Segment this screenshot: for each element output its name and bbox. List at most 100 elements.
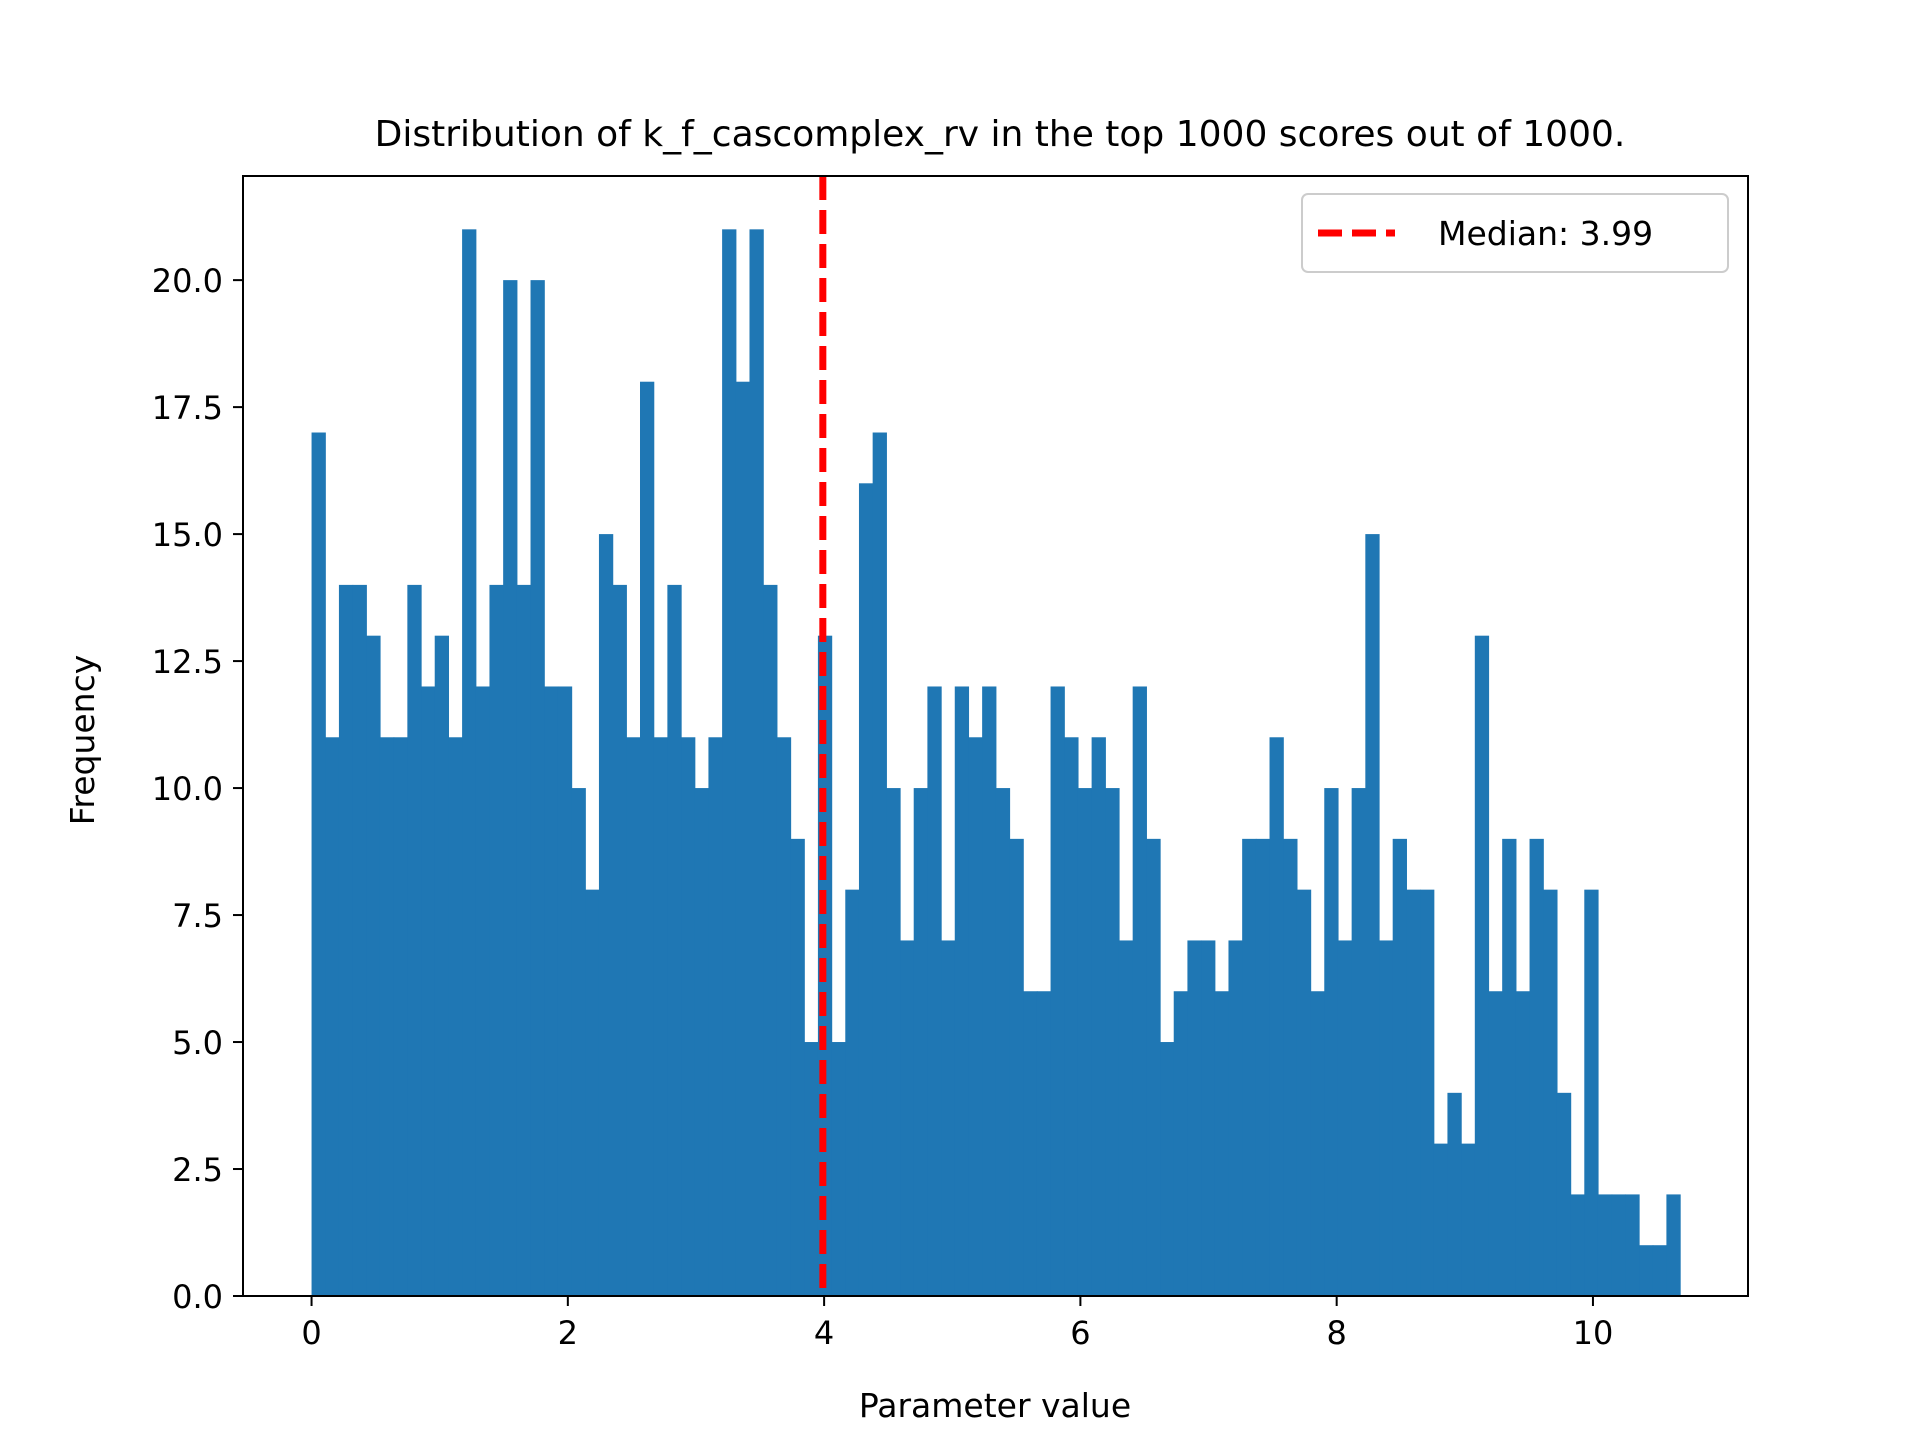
histogram-bar	[694, 788, 710, 1296]
y-tick-label: 12.5	[152, 643, 223, 681]
histogram-bar	[1625, 1194, 1640, 1296]
histogram-bar	[626, 737, 641, 1296]
y-tick-label: 7.5	[172, 897, 223, 935]
histogram-bar	[1597, 1194, 1613, 1296]
histogram-bar	[776, 737, 792, 1296]
histogram-bar	[1255, 838, 1271, 1296]
histogram-bar	[1639, 1245, 1654, 1296]
histogram-bar	[598, 534, 614, 1296]
histogram-bar	[1310, 991, 1325, 1296]
histogram-bar	[1611, 1194, 1626, 1296]
histogram-bar	[968, 737, 983, 1296]
histogram-bar	[544, 686, 559, 1296]
x-tick-label: 2	[558, 1314, 578, 1352]
histogram-bar	[1077, 788, 1093, 1296]
histogram-bar	[311, 432, 326, 1296]
histogram-bar	[1283, 838, 1298, 1296]
histogram-bar	[1543, 889, 1558, 1296]
histogram-bar	[1036, 991, 1052, 1296]
histogram-bar	[393, 737, 408, 1296]
histogram-bar	[1160, 1042, 1175, 1296]
histogram-bar	[585, 889, 600, 1296]
histogram-bar	[448, 737, 463, 1296]
histogram-bar	[325, 737, 340, 1296]
histogram-bar	[1392, 838, 1407, 1296]
histogram-bar	[1515, 991, 1531, 1296]
histogram-bar	[571, 788, 586, 1296]
histogram-bar	[407, 584, 422, 1296]
histogram-bar	[1433, 1143, 1449, 1296]
histogram-bar	[1365, 534, 1380, 1296]
histogram-bar	[831, 1042, 846, 1296]
histogram-bar	[1173, 991, 1189, 1296]
histogram-bar	[927, 686, 942, 1296]
histogram-bar	[1146, 838, 1161, 1296]
histogram-bar	[475, 686, 491, 1296]
histogram-bar	[1420, 889, 1435, 1296]
histogram-bar	[913, 788, 928, 1296]
y-tick-label: 2.5	[172, 1151, 223, 1189]
histogram-bar	[1488, 991, 1503, 1296]
x-axis-ticks: 0 2 4 6 8 10	[301, 1296, 1613, 1352]
histogram-bar	[1502, 838, 1517, 1296]
histogram-bar	[379, 737, 395, 1296]
histogram-bar	[1269, 737, 1284, 1296]
histogram-bar	[681, 737, 696, 1296]
histogram-bar	[338, 584, 354, 1296]
x-tick-label: 6	[1070, 1314, 1090, 1352]
histogram-bar	[1474, 635, 1490, 1296]
histogram-bar	[872, 432, 887, 1296]
histogram-bar	[1666, 1194, 1681, 1296]
histogram-bar	[1214, 991, 1230, 1296]
histogram-bar	[1132, 686, 1147, 1296]
histogram-bar	[352, 584, 367, 1296]
y-tick-label: 0.0	[172, 1278, 223, 1316]
x-tick-label: 10	[1573, 1314, 1614, 1352]
y-tick-label: 20.0	[152, 262, 223, 300]
x-tick-label: 8	[1326, 1314, 1346, 1352]
histogram-bar	[1050, 686, 1065, 1296]
histogram-bar	[982, 686, 997, 1296]
histogram-bar	[1228, 940, 1243, 1296]
histogram-bar	[941, 940, 956, 1296]
y-tick-label: 5.0	[172, 1024, 223, 1062]
legend-entry-median: Median: 3.99	[1438, 214, 1653, 253]
histogram-bar	[1105, 788, 1120, 1296]
histogram-bar	[1242, 838, 1257, 1296]
legend-box	[1301, 193, 1729, 273]
histogram-bar	[612, 584, 627, 1296]
histogram-bar	[462, 229, 477, 1296]
histogram-bar	[886, 788, 901, 1296]
histogram-bar	[1556, 1092, 1572, 1296]
chart-title: Distribution of k_f_cascomplex_rv in the…	[375, 114, 1626, 155]
x-tick-label: 4	[814, 1314, 834, 1352]
histogram-bar	[557, 686, 573, 1296]
histogram-bar	[1351, 788, 1366, 1296]
y-axis-ticks: 0.0 2.5 5.0 7.5 10.0 12.5 15.0 17.5 20.0	[152, 262, 243, 1316]
histogram-bar	[653, 737, 668, 1296]
histogram-bar	[995, 788, 1011, 1296]
histogram-bar	[667, 584, 682, 1296]
histogram-bar	[1023, 991, 1038, 1296]
histogram-bar	[1009, 838, 1024, 1296]
histogram-bar	[1064, 737, 1079, 1296]
histogram-bar	[1584, 889, 1599, 1296]
histogram-bar	[503, 280, 518, 1297]
histogram-bar	[434, 635, 450, 1296]
histogram-bar	[1447, 1092, 1462, 1296]
histogram-bar	[845, 889, 860, 1296]
histogram-bar	[858, 483, 874, 1296]
y-tick-label: 17.5	[152, 389, 223, 427]
y-axis-label: Frequency	[63, 655, 102, 825]
histogram-bar	[1118, 940, 1134, 1296]
histogram-bar	[489, 584, 504, 1296]
histogram-bar	[516, 584, 532, 1296]
histogram-bar	[1187, 940, 1202, 1296]
histogram-bar	[900, 940, 915, 1296]
histogram-bar	[1201, 940, 1216, 1296]
histogram-bar	[1406, 889, 1421, 1296]
histogram-bar	[1296, 889, 1312, 1296]
histogram-bar	[763, 584, 778, 1296]
x-axis-label: Parameter value	[859, 1386, 1131, 1425]
histogram-bar	[1091, 737, 1106, 1296]
